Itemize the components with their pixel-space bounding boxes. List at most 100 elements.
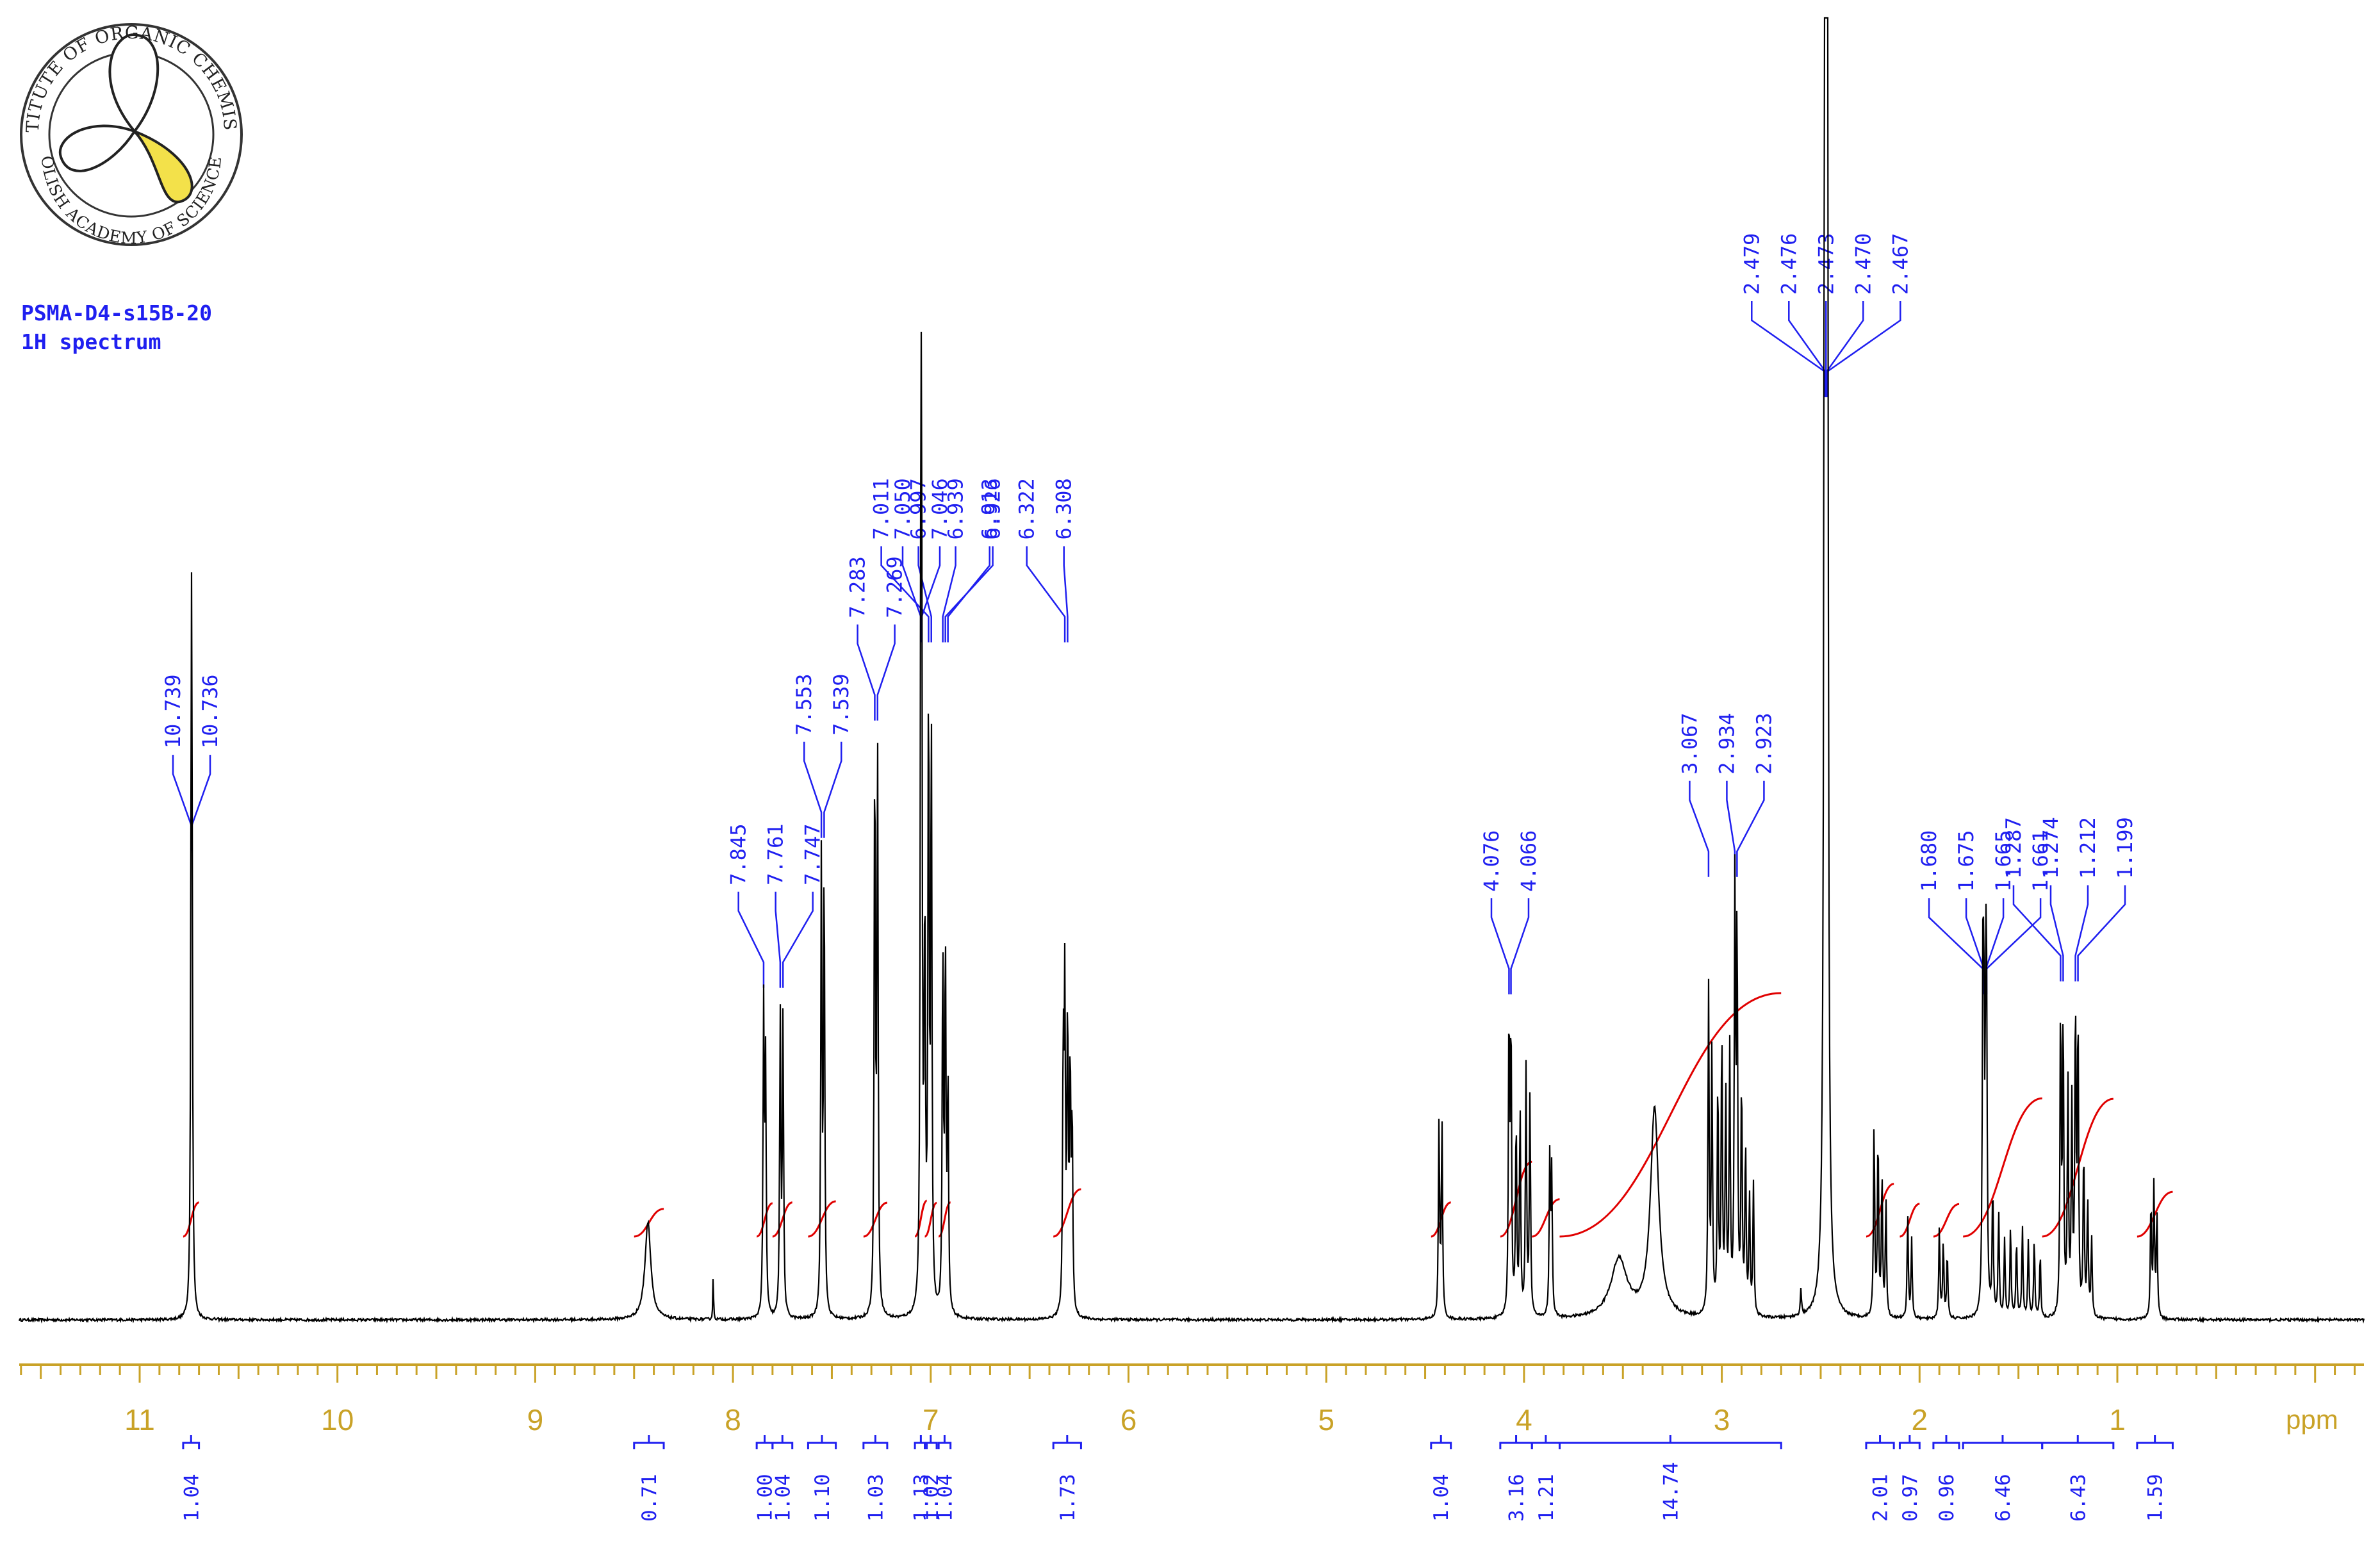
peak-label-leader — [1825, 301, 1864, 397]
peak-label-leader — [1788, 301, 1826, 397]
integral-curve — [1531, 1198, 1560, 1238]
orbital-lobe-left-icon — [58, 124, 137, 172]
peak-label: 1.665 — [1991, 830, 2015, 892]
integral-curves — [183, 992, 2173, 1238]
integral-value: 2.01 — [1869, 1474, 1892, 1522]
peak-label: 7.845 — [726, 823, 751, 885]
peak-label: 1.680 — [1917, 830, 1941, 892]
peak-label: 7.539 — [829, 673, 853, 735]
integral-value: 1.04 — [771, 1474, 794, 1522]
peak-label: 1.274 — [2039, 817, 2063, 878]
peak-label-leader — [942, 546, 956, 643]
integral-curve — [1866, 1183, 1894, 1238]
integral-value: 0.71 — [638, 1474, 661, 1522]
peak-label: 3.067 — [1677, 712, 1702, 774]
orbital-lobe-yellow-icon — [133, 130, 193, 204]
integral-bracket — [182, 1442, 201, 1449]
integral-value: 1.04 — [1430, 1474, 1453, 1522]
peak-label-leader — [803, 741, 823, 838]
integral-value: 1.59 — [2144, 1474, 2167, 1522]
peak-label: 2.479 — [1739, 233, 1764, 295]
integral-bracket — [633, 1442, 665, 1449]
peak-label: 2.470 — [1851, 233, 1875, 295]
peak-label-leader — [2012, 885, 2062, 982]
peak-label-leader — [1736, 780, 1765, 877]
peak-label: 6.926 — [981, 478, 1005, 539]
peak-label: 4.066 — [1516, 830, 1541, 892]
integral-curve — [1899, 1203, 1920, 1238]
integral-curve — [863, 1201, 888, 1238]
integral-value: 6.46 — [1992, 1474, 2015, 1522]
axis-tick-label: 3 — [1714, 1403, 1730, 1436]
peak-label: 10.739 — [161, 675, 185, 749]
integral-value: 1.21 — [1535, 1474, 1558, 1522]
peak-label: 6.997 — [907, 478, 931, 539]
integral-value: 1.73 — [1056, 1474, 1079, 1522]
peak-label: 7.050 — [890, 478, 915, 539]
integral-curve — [914, 1199, 928, 1238]
peak-label: 4.076 — [1479, 830, 1504, 892]
peak-label: 6.308 — [1052, 478, 1076, 539]
peak-label-leader — [2049, 885, 2064, 982]
integral-curve — [1559, 992, 1782, 1238]
peak-label: 7.761 — [764, 823, 788, 885]
peak-label-leader — [1965, 898, 1985, 994]
integral-value: 0.96 — [1935, 1474, 1958, 1522]
integral-value: 3.16 — [1506, 1474, 1529, 1522]
integral-curve — [1053, 1188, 1081, 1238]
axis-tick-label: 4 — [1516, 1403, 1532, 1436]
axis-tick-label: 7 — [923, 1403, 939, 1436]
peak-label-leader — [1826, 301, 1901, 397]
axis-tick-label: 6 — [1120, 1403, 1137, 1436]
axis-unit-label: ppm — [2286, 1404, 2338, 1435]
peak-label-leader — [191, 755, 211, 852]
integral-value: 1.00 — [753, 1474, 776, 1522]
integral-bracket — [1558, 1442, 1782, 1449]
peak-label-leader — [2077, 885, 2126, 982]
peak-label-leader — [1063, 546, 1069, 643]
peak-label-leader — [737, 891, 765, 988]
integral-curve — [756, 1202, 773, 1238]
orbital-lobe-top-icon — [108, 33, 160, 134]
peak-label-leader — [1985, 898, 2005, 994]
peak-label: 1.661 — [2028, 830, 2053, 892]
peak-label: 2.467 — [1888, 233, 1912, 295]
peak-label-leader — [1490, 898, 1510, 994]
integral-curve — [1963, 1097, 2042, 1238]
peak-label-leader — [1689, 780, 1710, 877]
integral-value: 1.03 — [864, 1474, 887, 1522]
integral-bracket — [1932, 1442, 1960, 1449]
peak-label-leader — [823, 741, 842, 838]
integral-bracket — [807, 1442, 837, 1449]
integral-value: 1.10 — [811, 1474, 834, 1522]
ppm-axis: 11 10 9 8 7 6 5 4 3 2 1 — [19, 1363, 2364, 1436]
integral-curve — [183, 1201, 200, 1238]
axis-tick-label: 1 — [2109, 1403, 2126, 1436]
integral-value: 1.04 — [933, 1474, 956, 1522]
axis-tick-label: 2 — [1912, 1403, 1928, 1436]
integral-value: 1.02 — [920, 1474, 943, 1522]
peak-label: 2.934 — [1714, 712, 1739, 774]
integral-curve — [1500, 1160, 1532, 1238]
peak-label: 2.473 — [1814, 233, 1838, 295]
integral-bracket — [2041, 1442, 2115, 1449]
peak-label: 2.476 — [1777, 233, 1801, 295]
integral-bracket — [1865, 1442, 1895, 1449]
peak-label: 6.322 — [1015, 478, 1039, 539]
peak-label-leader — [782, 891, 814, 988]
integral-curve — [924, 1201, 937, 1238]
peak-label: 1.212 — [2076, 817, 2100, 878]
peak-label-leader — [775, 891, 782, 988]
peak-label-leader — [1510, 898, 1530, 994]
integral-value: 1.13 — [910, 1474, 933, 1522]
axis-tick-label: 10 — [321, 1403, 354, 1436]
peak-label: 7.046 — [928, 478, 952, 539]
peak-label-leader — [857, 624, 876, 721]
peak-label: 2.923 — [1752, 712, 1776, 774]
peak-label: 6.939 — [944, 478, 968, 539]
peak-label-leader — [944, 546, 994, 643]
integral-bracket — [755, 1442, 774, 1449]
integral-curve — [808, 1200, 836, 1238]
axis-tick-label: 8 — [725, 1403, 741, 1436]
